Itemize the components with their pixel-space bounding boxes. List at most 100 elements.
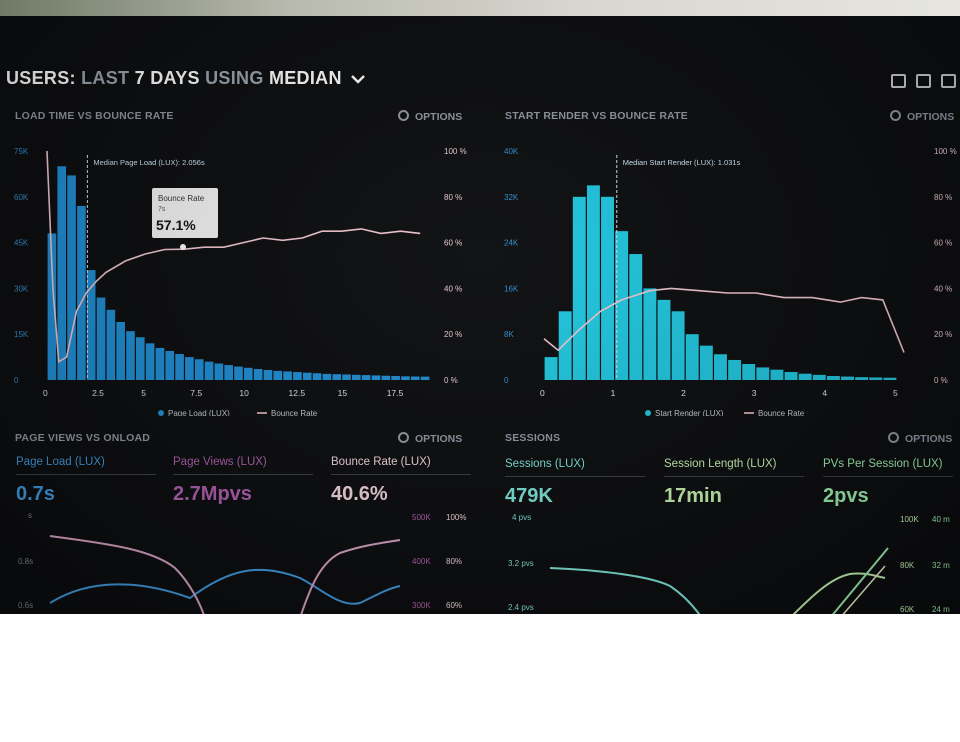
y-tick-left: 24K	[504, 239, 519, 248]
bar	[273, 370, 283, 380]
y-tick-left: 8K	[504, 330, 514, 339]
legend-label: Bounce Rate	[271, 409, 318, 416]
tooltip-value: 57.1%	[156, 217, 196, 233]
bar	[401, 376, 410, 380]
bar	[175, 354, 184, 380]
x-tick: 10	[239, 388, 249, 398]
bar	[420, 376, 430, 380]
legend-label: Start Render (LUX)	[655, 409, 724, 416]
bar	[302, 372, 312, 380]
bar	[671, 311, 685, 380]
metric-label: Page Views (LUX)	[173, 456, 313, 475]
metric-label: Session Length (LUX)	[664, 458, 804, 477]
bar	[116, 321, 125, 380]
y-tick: 300K	[412, 601, 431, 610]
bar	[869, 377, 883, 380]
y-tick-right: 100 %	[934, 147, 957, 156]
tooltip-box	[152, 188, 218, 238]
metric-label: Bounce Rate (LUX)	[331, 456, 471, 475]
x-tick: 15	[338, 388, 348, 398]
y-tick-left: 30K	[14, 284, 29, 293]
y-tick: 0.6s	[18, 601, 33, 610]
x-tick: 4	[822, 388, 827, 398]
metric-value: 0.7s	[16, 483, 55, 505]
metric-pvs-per-session: PVs Per Session (LUX) 2pvs	[823, 458, 953, 508]
gear-icon	[888, 432, 899, 443]
bar	[629, 254, 643, 380]
x-tick: 17.5	[387, 388, 404, 398]
bar	[283, 371, 292, 380]
legend-dot	[645, 410, 651, 416]
metric-label: PVs Per Session (LUX)	[823, 458, 953, 477]
image-icon[interactable]	[916, 74, 931, 88]
load-time-chart: 75K 60K 45K 30K 15K 0 100 % 80 % 60 % 40 % 20 % 0 %…	[14, 147, 467, 416]
sessions-chart: 4 pvs 3.2 pvs 2.4 pvs 100K 80K 60K 40 m …	[508, 513, 950, 614]
bar	[106, 309, 116, 380]
x-tick: 2.5	[92, 388, 104, 398]
y-tick-right: 20 %	[934, 330, 952, 339]
y-tick-right: 80 %	[934, 193, 952, 202]
bar	[855, 377, 869, 380]
metric-sessions: Sessions (LUX) 479K	[505, 458, 645, 508]
bar	[57, 166, 67, 380]
x-tick: 2	[681, 388, 686, 398]
y-tick: 100K	[900, 515, 919, 524]
bar	[742, 363, 756, 380]
tooltip-point	[180, 244, 186, 250]
sessions-line	[549, 567, 701, 614]
y-tick-right: 60 %	[444, 239, 462, 248]
bounce-rate-line	[49, 535, 401, 614]
x-tick: 0	[540, 388, 545, 398]
metric-page-views: Page Views (LUX) 2.7Mpvs	[173, 456, 313, 506]
chevron-down-icon[interactable]	[351, 72, 365, 86]
panel-title-load-time: LOAD TIME VS BOUNCE RATE	[15, 110, 174, 122]
y-tick-right: 0 %	[934, 376, 948, 385]
options-button-page-views[interactable]: OPTIONS	[398, 432, 462, 445]
options-button-sessions[interactable]: OPTIONS	[888, 432, 952, 445]
page-load-line	[49, 568, 401, 605]
bar	[756, 367, 770, 380]
page-views-chart: s 0.8s 0.6s 500K 400K 300K 100% 80% 60%	[18, 511, 466, 614]
y-tick: 60K	[900, 605, 915, 614]
metric-label: Page Load (LUX)	[16, 456, 156, 475]
panel-title-sessions: SESSIONS	[505, 432, 561, 444]
y-tick-right: 40 %	[444, 284, 462, 293]
bar	[558, 311, 572, 380]
bar	[263, 369, 273, 380]
bar	[798, 373, 812, 380]
options-button-load-time[interactable]: OPTIONS	[398, 110, 462, 123]
metric-bounce-rate: Bounce Rate (LUX) 40.6%	[331, 456, 471, 506]
bar	[224, 365, 233, 380]
monitor-icon[interactable]	[891, 74, 906, 88]
bounce-rate-line	[46, 150, 421, 364]
bar	[165, 350, 175, 380]
dashboard-title[interactable]: USERS: LAST 7 DAYS USING MEDIAN	[6, 68, 365, 89]
gear-icon	[398, 110, 409, 121]
bar	[812, 374, 826, 380]
bar	[784, 371, 798, 380]
options-label: OPTIONS	[907, 111, 955, 123]
median-label: Median Page Load (LUX): 2.056s	[93, 158, 205, 167]
options-button-start-render[interactable]: OPTIONS	[890, 110, 954, 123]
fullscreen-icon[interactable]	[941, 74, 956, 88]
session-length-line	[792, 572, 886, 614]
tooltip-title: Bounce Rate	[158, 194, 205, 203]
y-tick-left: 16K	[504, 284, 519, 293]
y-tick-left: 15K	[14, 330, 29, 339]
y-tick: 60%	[446, 601, 462, 610]
title-using: USING	[205, 68, 264, 88]
bar	[244, 367, 253, 380]
panel-title-start-render: START RENDER VS BOUNCE RATE	[505, 110, 688, 122]
gear-icon	[890, 110, 901, 121]
y-tick: s	[28, 511, 32, 520]
bar	[155, 347, 165, 380]
bar	[883, 377, 897, 380]
y-tick-right: 40 %	[934, 284, 952, 293]
y-tick: 40 m	[932, 515, 950, 524]
pvs-line	[832, 547, 889, 614]
tooltip-sub: 7s	[158, 206, 166, 213]
x-tick: 3	[752, 388, 757, 398]
bar	[615, 231, 629, 380]
toolbar-icons	[891, 74, 956, 88]
y-tick: 500K	[412, 513, 431, 522]
